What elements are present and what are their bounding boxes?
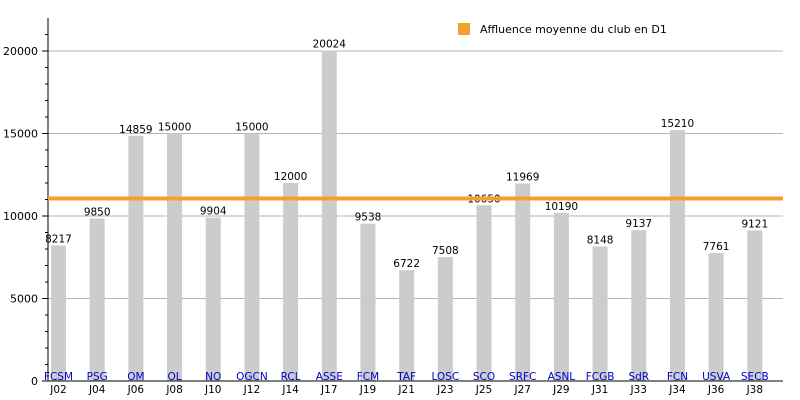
bar <box>399 270 415 381</box>
x-tick-label: J08 <box>165 384 182 396</box>
club-label: OM <box>127 371 144 383</box>
club-label: SECB <box>741 371 769 383</box>
bar-value-label: 10190 <box>545 201 578 213</box>
bar <box>205 217 221 381</box>
x-tick-label: J33 <box>630 384 647 396</box>
x-tick-label: J36 <box>707 384 725 396</box>
bar <box>321 50 337 381</box>
bar-value-label: 12000 <box>274 171 307 183</box>
y-tick-label: 10000 <box>3 210 38 223</box>
club-label: PSG <box>87 371 108 383</box>
bar-value-label: 7761 <box>703 241 730 253</box>
club-label: SCO <box>473 371 495 383</box>
club-label: ASSE <box>316 371 343 383</box>
y-tick-label: 15000 <box>3 128 38 141</box>
x-tick-label: J23 <box>436 384 453 396</box>
bar-value-label: 11969 <box>506 172 539 184</box>
x-tick-label: J06 <box>127 384 145 396</box>
bar-value-label: 6722 <box>393 258 420 270</box>
x-tick-label: J14 <box>281 384 299 396</box>
legend: Affluence moyenne du club en D1 <box>458 23 667 36</box>
bar <box>631 230 647 381</box>
bar <box>437 257 453 381</box>
bar <box>89 218 105 381</box>
bar <box>708 252 724 381</box>
bar-value-label: 15000 <box>158 122 191 134</box>
bar <box>747 230 763 381</box>
club-label: FCN <box>667 371 688 383</box>
club-label: NO <box>205 371 221 383</box>
bar <box>244 133 260 381</box>
bar <box>128 135 144 381</box>
club-label: TAF <box>396 371 416 383</box>
x-tick-label: J21 <box>397 384 414 396</box>
club-label: LOSC <box>431 371 459 383</box>
bar <box>360 223 376 381</box>
y-tick-label: 0 <box>31 375 38 388</box>
club-label: USVA <box>702 371 731 383</box>
club-label: RCL <box>281 371 301 383</box>
club-label: ASNL <box>548 371 576 383</box>
x-tick-label: J19 <box>359 384 376 396</box>
bar-value-label: 7508 <box>432 245 459 257</box>
bar-value-label: 20024 <box>313 39 347 51</box>
bar <box>515 183 531 381</box>
bar <box>669 130 685 381</box>
bar-value-label: 14859 <box>119 124 152 136</box>
club-label: FCGB <box>586 371 615 383</box>
bar-value-label: 9121 <box>741 219 768 231</box>
bar <box>283 183 299 381</box>
bar <box>476 205 492 381</box>
club-label: OGCN <box>236 371 268 383</box>
y-tick-label: 20000 <box>3 45 38 58</box>
bar <box>553 212 569 381</box>
x-tick-label: J34 <box>668 384 686 396</box>
bar <box>592 246 608 381</box>
bar-value-label: 15000 <box>235 122 268 134</box>
x-tick-label: J29 <box>552 384 569 396</box>
x-tick-label: J25 <box>475 384 492 396</box>
bar <box>51 245 66 381</box>
bar-value-label: 8148 <box>587 235 614 247</box>
x-tick-label: J04 <box>88 384 106 396</box>
bar <box>167 133 183 381</box>
y-tick-label: 5000 <box>10 293 38 306</box>
x-tick-label: J17 <box>320 384 337 396</box>
x-tick-label: J31 <box>591 384 608 396</box>
bar-value-label: 9904 <box>200 206 227 218</box>
club-label: SRFC <box>509 371 536 383</box>
bar-value-label: 9538 <box>355 212 382 224</box>
club-label: FCM <box>357 371 379 383</box>
bar-value-label: 15210 <box>661 118 694 130</box>
club-label: OL <box>167 371 181 383</box>
labels: 050001000015000200008217FCSMJ029850PSGJ0… <box>3 39 769 396</box>
x-tick-label: J27 <box>513 384 530 396</box>
x-tick-label: J38 <box>746 384 763 396</box>
x-tick-label: J10 <box>204 384 221 396</box>
x-tick-label: J02 <box>49 384 66 396</box>
club-label: FCSM <box>44 371 73 383</box>
legend-label: Affluence moyenne du club en D1 <box>480 23 667 36</box>
x-tick-label: J12 <box>243 384 260 396</box>
legend-swatch <box>458 23 470 35</box>
bar-value-label: 9137 <box>625 218 652 230</box>
bar-value-label: 9850 <box>84 206 111 218</box>
club-label: SdR <box>628 371 649 383</box>
bar-value-label: 8217 <box>45 233 72 245</box>
